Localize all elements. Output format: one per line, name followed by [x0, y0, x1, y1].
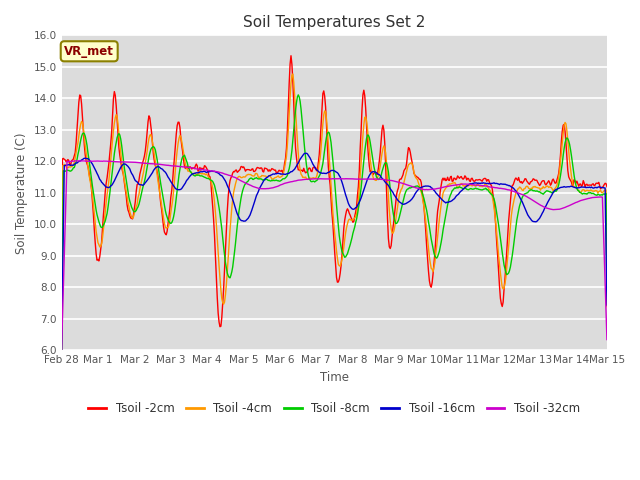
Tsoil -16cm: [469, 180, 477, 186]
Tsoil -16cm: [380, 177, 388, 183]
Tsoil -32cm: [380, 177, 388, 182]
Tsoil -4cm: [154, 179, 162, 184]
Title: Soil Temperatures Set 2: Soil Temperatures Set 2: [243, 15, 426, 30]
Tsoil -2cm: [305, 165, 313, 171]
Tsoil -32cm: [423, 187, 431, 192]
Tsoil -8cm: [294, 92, 302, 98]
Tsoil -2cm: [469, 178, 477, 183]
Tsoil -32cm: [155, 161, 163, 167]
Tsoil -2cm: [198, 165, 205, 171]
Tsoil -16cm: [305, 154, 313, 159]
Tsoil -4cm: [380, 143, 388, 149]
Tsoil -4cm: [603, 304, 611, 310]
Tsoil -4cm: [469, 182, 477, 188]
Tsoil -8cm: [469, 186, 477, 192]
Line: Tsoil -4cm: Tsoil -4cm: [61, 74, 607, 307]
Tsoil -2cm: [423, 243, 431, 249]
Y-axis label: Soil Temperature (C): Soil Temperature (C): [15, 132, 28, 253]
Tsoil -8cm: [380, 163, 388, 168]
Tsoil -16cm: [423, 183, 431, 189]
Tsoil -2cm: [287, 53, 295, 59]
Tsoil -32cm: [469, 182, 477, 188]
Legend: Tsoil -2cm, Tsoil -4cm, Tsoil -8cm, Tsoil -16cm, Tsoil -32cm: Tsoil -2cm, Tsoil -4cm, Tsoil -8cm, Tsoi…: [84, 397, 585, 420]
Line: Tsoil -8cm: Tsoil -8cm: [61, 95, 607, 355]
Tsoil -4cm: [58, 287, 65, 293]
Tsoil -2cm: [58, 348, 65, 353]
Tsoil -2cm: [154, 174, 162, 180]
Line: Tsoil -2cm: Tsoil -2cm: [61, 56, 607, 350]
Tsoil -8cm: [58, 352, 65, 358]
Tsoil -8cm: [198, 173, 205, 179]
Tsoil -4cm: [305, 176, 313, 181]
Line: Tsoil -32cm: Tsoil -32cm: [61, 161, 607, 350]
Tsoil -32cm: [603, 336, 611, 342]
Tsoil -16cm: [303, 150, 310, 156]
Tsoil -8cm: [154, 163, 162, 168]
Tsoil -4cm: [198, 171, 205, 177]
Tsoil -32cm: [58, 348, 65, 353]
Tsoil -8cm: [305, 176, 313, 181]
Tsoil -4cm: [423, 227, 431, 233]
Tsoil -32cm: [75, 158, 83, 164]
Tsoil -32cm: [305, 176, 313, 182]
Tsoil -8cm: [603, 277, 611, 283]
Tsoil -2cm: [380, 127, 388, 133]
Tsoil -4cm: [289, 71, 297, 77]
Text: VR_met: VR_met: [64, 45, 114, 58]
X-axis label: Time: Time: [320, 371, 349, 384]
Tsoil -16cm: [58, 349, 65, 355]
Tsoil -16cm: [154, 164, 162, 169]
Line: Tsoil -16cm: Tsoil -16cm: [61, 153, 607, 352]
Tsoil -32cm: [199, 167, 207, 173]
Tsoil -16cm: [603, 302, 611, 308]
Tsoil -2cm: [603, 184, 611, 190]
Tsoil -16cm: [198, 169, 205, 175]
Tsoil -8cm: [423, 207, 431, 213]
